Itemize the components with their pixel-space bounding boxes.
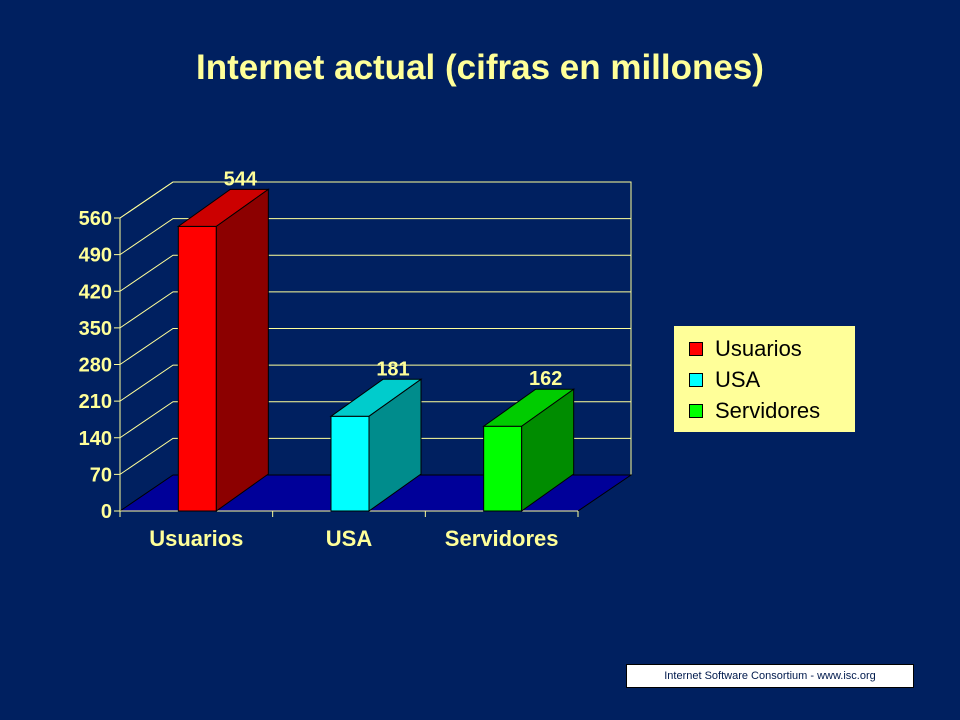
legend-label: USA <box>715 366 761 392</box>
bar-usuarios-front <box>177 225 217 512</box>
footer-text: Internet Software Consortium - www.isc.o… <box>664 670 876 682</box>
legend-swatch <box>689 372 703 387</box>
y-tick-label: 350 <box>79 318 112 340</box>
data-label: 181 <box>376 358 409 380</box>
footer-credit: Internet Software Consortium - www.isc.o… <box>626 664 914 688</box>
gridline <box>119 254 631 292</box>
bar-servidores-front <box>483 425 523 512</box>
y-tick-label: 140 <box>79 428 112 450</box>
data-label: 544 <box>224 168 258 190</box>
gridline <box>119 364 631 402</box>
x-tick-label: Servidores <box>445 526 559 551</box>
gridline <box>119 437 631 475</box>
legend-swatch <box>689 403 703 418</box>
y-tick-label: 0 <box>101 501 112 523</box>
y-tick-label: 490 <box>79 245 112 267</box>
legend-label: Servidores <box>715 397 821 423</box>
bar-servidores-side <box>521 388 575 512</box>
legend-label: Usuarios <box>715 335 802 361</box>
gridline <box>119 218 631 256</box>
y-tick-label: 560 <box>79 208 112 230</box>
slide-title: Internet actual (cifras en millones) <box>196 48 764 87</box>
gridline <box>119 291 631 329</box>
legend-item: USA <box>689 364 855 395</box>
legend-swatch <box>689 341 703 356</box>
y-tick-label: 280 <box>79 355 112 377</box>
bar-usa-front <box>330 415 370 512</box>
y-tick-label: 70 <box>90 464 112 486</box>
gridline <box>119 181 631 219</box>
x-tick-label: Usuarios <box>149 526 243 551</box>
chart-legend: Usuarios USA Servidores <box>674 326 855 432</box>
y-tick-label: 420 <box>79 281 112 303</box>
bar-usa-side <box>368 378 422 512</box>
legend-item: Usuarios <box>689 333 855 364</box>
y-tick-label: 210 <box>79 391 112 413</box>
gridline <box>119 401 631 439</box>
x-tick-label: USA <box>326 526 373 551</box>
bar-usuarios-side <box>215 188 269 512</box>
data-label: 162 <box>529 368 562 390</box>
gridline <box>119 328 631 365</box>
legend-item: Servidores <box>689 395 855 426</box>
